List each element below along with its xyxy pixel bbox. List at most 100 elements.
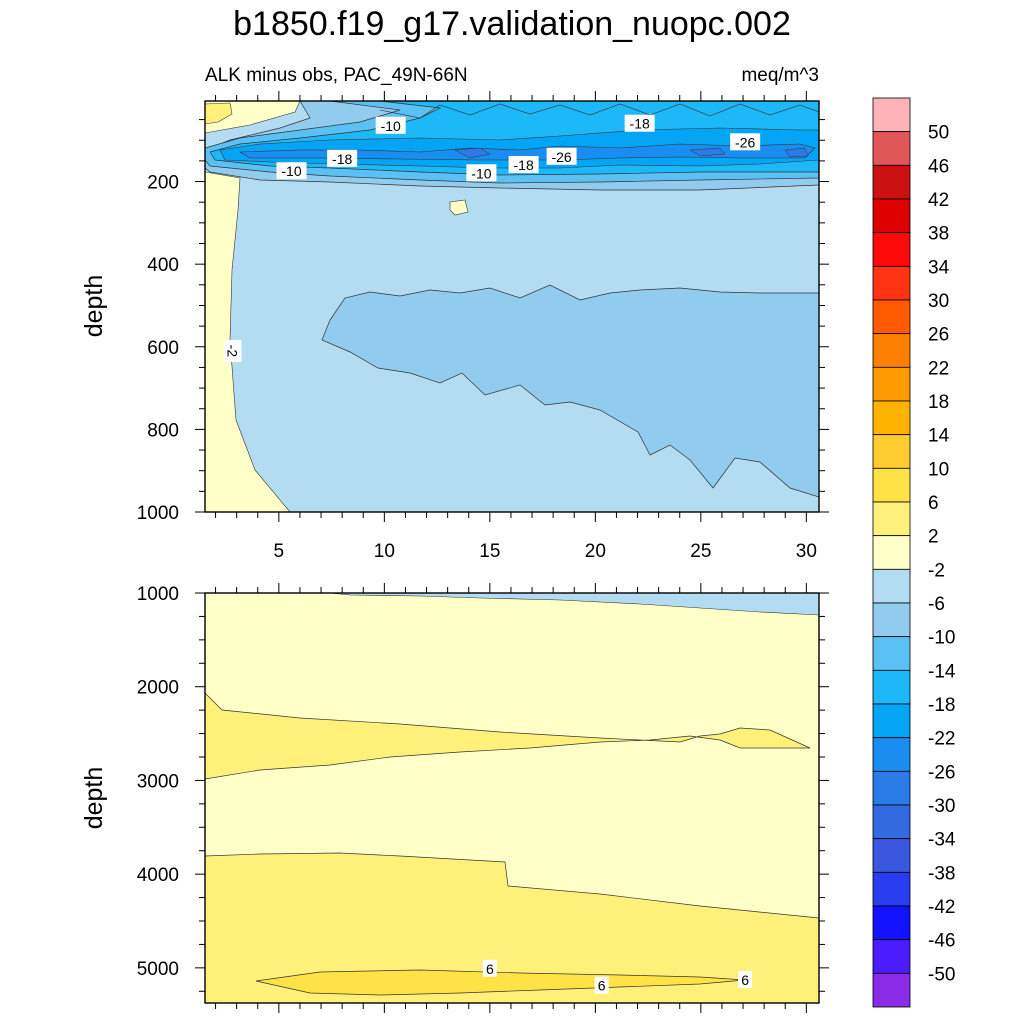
colorbar-swatch xyxy=(872,434,911,469)
contour-label-bg xyxy=(730,133,761,151)
colorbar-label: 2 xyxy=(928,527,939,548)
y-tick-label: 200 xyxy=(147,173,179,194)
contour-label-bg xyxy=(508,156,539,174)
lower-fill-deep-band xyxy=(205,852,819,1003)
upper-fill-positive-corner xyxy=(205,102,233,125)
lower-contour-fills xyxy=(205,593,819,1003)
contour-label-text: -10 xyxy=(281,163,301,179)
colorbar-label: 38 xyxy=(928,224,949,245)
contour-label-text: 6 xyxy=(598,978,606,994)
colorbar-label: 42 xyxy=(928,190,949,211)
colorbar-label: 10 xyxy=(928,459,949,480)
colorbar-label: -10 xyxy=(928,628,955,649)
contour-label-text: -10 xyxy=(381,118,401,134)
x-tick-label: 15 xyxy=(479,541,500,562)
lower-panel: 1000 2000 3000 4000 5000 depth 6 6 6 xyxy=(80,583,829,1013)
colorbar-swatch xyxy=(872,602,911,638)
colorbar-swatch xyxy=(872,939,911,974)
contour-label-text: -26 xyxy=(735,134,755,150)
colorbar-label: -2 xyxy=(928,560,945,581)
colorbar-label: 46 xyxy=(928,156,949,177)
upper-contour-labels: -10 -18 -26 -18 -26 -18 -10 -10 -2 xyxy=(224,114,761,362)
y-tick-label: 600 xyxy=(147,338,179,359)
colorbar-swatch xyxy=(872,198,911,234)
lower-plot-frame xyxy=(204,592,820,1004)
contour-label-bg xyxy=(327,149,358,167)
colorbar-label: -30 xyxy=(928,796,955,817)
contour-label-text: -18 xyxy=(332,151,352,167)
contour-label: -18 xyxy=(508,156,539,174)
upper-units-label: meq/m^3 xyxy=(741,65,819,86)
contour-label-text: -18 xyxy=(513,157,533,173)
colorbar-label: -34 xyxy=(928,830,956,851)
lower-contour-labels: 6 6 6 xyxy=(482,959,753,994)
x-tick-label: 30 xyxy=(796,541,817,562)
colorbar-label: 26 xyxy=(928,325,949,346)
contour-label: 6 xyxy=(738,971,753,989)
colorbar-label: -42 xyxy=(928,897,955,918)
colorbar-swatch xyxy=(872,97,911,133)
upper-fill-30b xyxy=(689,147,726,157)
colorbar-label: -18 xyxy=(928,695,955,716)
colorbar-label: 30 xyxy=(928,291,949,312)
x-tick-label: 20 xyxy=(585,541,606,562)
colorbar-label: -38 xyxy=(928,863,955,884)
colorbar-swatch xyxy=(872,636,911,671)
upper-y-axis-label: depth xyxy=(80,275,108,338)
colorbar-swatch xyxy=(872,131,911,166)
colorbar-swatch xyxy=(872,905,911,941)
y-tick-label: 4000 xyxy=(137,865,179,886)
colorbar-label: 18 xyxy=(928,392,949,413)
colorbar-swatch xyxy=(872,535,911,570)
colorbar-swatch xyxy=(872,467,911,503)
contour-label-bg xyxy=(594,976,609,994)
y-tick-label: 2000 xyxy=(137,678,179,699)
lower-fill-mid-band xyxy=(205,692,811,780)
lower-y-axis-label: depth xyxy=(80,767,108,830)
colorbar-swatch xyxy=(872,770,911,806)
upper-surface-scallops xyxy=(379,103,819,119)
y-tick-label: 800 xyxy=(147,420,179,441)
colorbar-swatch xyxy=(872,669,911,705)
contour-label-bg xyxy=(466,164,497,182)
contour-label-bg xyxy=(624,114,655,132)
contour-label-bg xyxy=(738,971,753,989)
upper-y-axis: 200 400 600 800 1000 xyxy=(137,119,829,524)
contour-label: -26 xyxy=(730,133,761,151)
colorbar-swatch xyxy=(872,871,911,907)
contour-label: -26 xyxy=(546,147,577,165)
colorbar-swatch xyxy=(872,804,911,840)
upper-panel: ALK minus obs, PAC_49N-66N meq/m^3 xyxy=(80,65,829,562)
y-tick-label: 400 xyxy=(147,255,179,276)
colorbar-label: -22 xyxy=(928,729,955,750)
upper-fill-30c xyxy=(784,147,809,158)
colorbar-swatch xyxy=(872,501,911,537)
colorbar-label: 6 xyxy=(928,493,939,514)
upper-fill-near-zero xyxy=(205,101,469,512)
colorbar-swatch xyxy=(872,333,911,368)
upper-plot-frame xyxy=(204,100,820,513)
contour-label-text: -18 xyxy=(630,116,650,132)
contour-label: 6 xyxy=(594,976,609,994)
contour-label: -2 xyxy=(224,339,242,362)
contour-label: -18 xyxy=(327,149,358,167)
upper-left-label: ALK minus obs, PAC_49N-66N xyxy=(205,65,468,86)
colorbar-swatch xyxy=(872,568,911,604)
contour-label: -10 xyxy=(276,162,307,180)
lower-y-axis: 1000 2000 3000 4000 5000 xyxy=(137,584,829,992)
upper-fill-mid-blob xyxy=(321,284,819,498)
contour-label-text: 6 xyxy=(741,972,749,988)
colorbar-swatch xyxy=(872,703,911,739)
colorbar-swatch xyxy=(872,265,911,301)
colorbar-label: 50 xyxy=(928,123,949,144)
lower-fill-shallow-blue xyxy=(329,593,819,616)
lower-fill-bottom-lens xyxy=(255,969,746,996)
y-tick-label: 3000 xyxy=(137,771,179,792)
colorbar-swatch xyxy=(872,972,911,1008)
contour-label-text: -10 xyxy=(471,165,491,181)
x-tick-label: 25 xyxy=(690,541,711,562)
colorbar: 50 46 42 38 34 30 26 22 18 14 10 6 2 -2 -6 -10 -14 -18 -22… xyxy=(872,97,956,1008)
colorbar-label: -14 xyxy=(928,661,956,682)
